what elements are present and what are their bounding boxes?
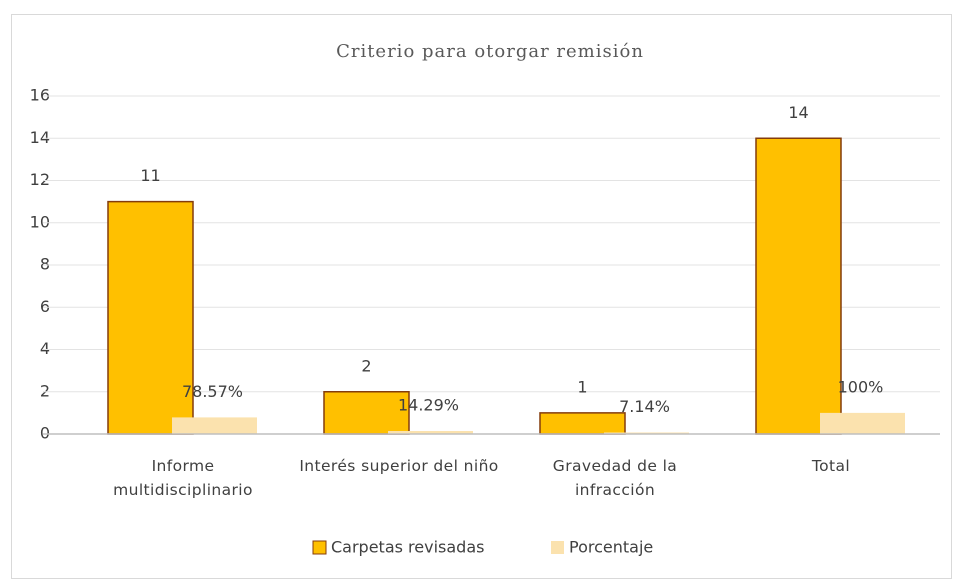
data-label: 1 — [577, 377, 587, 396]
bar — [388, 430, 473, 434]
x-tick-label: Total — [811, 457, 851, 475]
data-label: 7.14% — [619, 397, 670, 416]
legend-swatch — [312, 540, 327, 555]
y-tick-label: 8 — [40, 255, 50, 274]
data-label: 78.57% — [182, 382, 243, 401]
bar — [604, 432, 689, 434]
legend-label: Porcentaje — [569, 538, 653, 557]
bar — [323, 391, 410, 435]
legend-label: Carpetas revisadas — [331, 538, 484, 557]
x-tick-label: Informe multidisciplinario — [113, 457, 253, 499]
bar — [107, 200, 194, 435]
y-tick-label: 16 — [30, 86, 50, 105]
data-label: 14 — [788, 103, 808, 122]
y-tick-label: 0 — [40, 424, 50, 443]
bar — [539, 412, 626, 435]
y-tick-label: 2 — [40, 381, 50, 400]
chart-title: Criterio para otorgar remisión — [336, 41, 644, 62]
data-label: 2 — [361, 356, 371, 375]
y-tick-label: 12 — [30, 170, 50, 189]
bar — [172, 417, 257, 434]
legend-swatch — [551, 541, 564, 554]
y-tick-label: 10 — [30, 212, 50, 231]
y-tick-label: 6 — [40, 297, 50, 316]
data-label: 100% — [838, 377, 884, 396]
x-tick-label: Interés superior del niño — [299, 457, 499, 475]
bar — [820, 412, 905, 434]
bar — [755, 137, 842, 435]
y-tick-label: 4 — [40, 339, 50, 358]
data-label: 14.29% — [398, 395, 459, 414]
x-tick-label: Gravedad de la infracción — [552, 457, 678, 499]
y-tick-label: 14 — [30, 128, 50, 147]
data-label: 11 — [140, 166, 160, 185]
